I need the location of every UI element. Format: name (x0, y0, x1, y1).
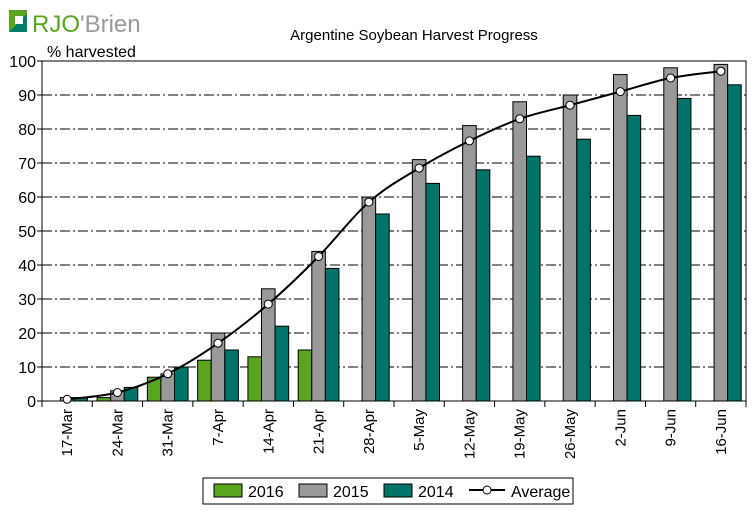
bar-2015 (411, 159, 427, 402)
logo: RJO'Brien (9, 10, 141, 38)
average-point (414, 163, 424, 173)
legend-label: 2016 (248, 484, 284, 501)
bar-2014 (274, 325, 290, 402)
x-tick-label: 17-Mar (59, 409, 76, 457)
y-tick-label: 100 (9, 54, 36, 71)
average-point (364, 197, 374, 207)
x-tick-label: 5-May (411, 409, 428, 451)
average-point (716, 66, 726, 76)
legend-label: 2014 (418, 484, 454, 501)
y-tick-label: 80 (18, 122, 36, 139)
y-tick-label: 20 (18, 326, 36, 343)
x-tick-label: 24-Mar (109, 409, 126, 457)
y-tick-label: 70 (18, 156, 36, 173)
average-point (62, 394, 72, 404)
y-tick-label: 60 (18, 190, 36, 207)
chart-title: Argentine Soybean Harvest Progress (290, 27, 538, 44)
bar-2014 (375, 213, 390, 402)
x-tick-label: 26-May (562, 409, 579, 460)
bar-2014 (676, 97, 692, 402)
bar-2016 (297, 349, 313, 402)
bar-2015 (713, 63, 729, 402)
bar-2014 (174, 366, 189, 402)
y-tick-label: 10 (18, 360, 36, 377)
legend-swatch-2014 (383, 483, 413, 498)
bar-2015 (311, 250, 326, 402)
y-tick-label: 30 (18, 292, 36, 309)
x-tick-label: 16-Jun (713, 409, 730, 455)
average-point (565, 100, 575, 110)
x-tick-label: 19-May (512, 409, 529, 460)
average-point (213, 338, 223, 348)
bar-2015 (462, 125, 477, 402)
average-point (515, 114, 525, 124)
bar-2015 (663, 67, 678, 402)
average-point (163, 369, 173, 379)
x-tick-label: 31-Mar (160, 409, 177, 457)
bar-2015 (612, 74, 628, 402)
x-tick-label: 9-Jun (663, 409, 680, 447)
average-line (67, 70, 721, 401)
bar-2014 (224, 349, 239, 402)
x-tick-label: 7-Apr (210, 409, 227, 446)
average-point (263, 299, 273, 309)
x-tick-label: 12-May (461, 409, 478, 460)
bar-2014 (425, 182, 441, 402)
x-tick-label: 21-Apr (311, 409, 328, 454)
y-axis-label: % harvested (47, 44, 136, 61)
average-point (666, 73, 676, 83)
average-point (112, 388, 122, 397)
bar-2014 (576, 138, 591, 402)
y-tick-label: 40 (18, 258, 36, 275)
y-tick-label: 50 (18, 224, 36, 241)
average-point (464, 136, 474, 146)
average-point (314, 252, 324, 261)
average-point (615, 87, 625, 97)
legend-marker (482, 485, 492, 495)
bar-2014 (324, 267, 340, 402)
legend-label: 2015 (333, 484, 369, 501)
x-tick-label: 2-Jun (612, 409, 629, 447)
x-tick-label: 14-Apr (260, 409, 277, 454)
logo-text: RJO'Brien (32, 11, 141, 38)
y-tick-label: 90 (18, 88, 36, 105)
legend-swatch-2015 (298, 483, 328, 498)
bar-2014 (626, 114, 642, 402)
bar-2016 (197, 359, 212, 402)
legend (202, 477, 574, 505)
legend-label: Average (511, 484, 570, 501)
bar-2015 (512, 101, 528, 402)
logo-mark-inner (15, 16, 23, 24)
bar-2015 (562, 94, 578, 402)
y-tick-label: 0 (27, 394, 36, 411)
bar-2016 (96, 397, 112, 402)
bar-2014 (475, 169, 491, 402)
bar-2016 (247, 356, 262, 402)
bar-2014 (727, 84, 742, 402)
bar-2014 (526, 155, 541, 402)
bar-2015 (361, 196, 377, 402)
legend-swatch-2016 (213, 483, 243, 498)
x-tick-label: 28-Apr (361, 409, 378, 454)
bar-2014 (123, 386, 139, 402)
